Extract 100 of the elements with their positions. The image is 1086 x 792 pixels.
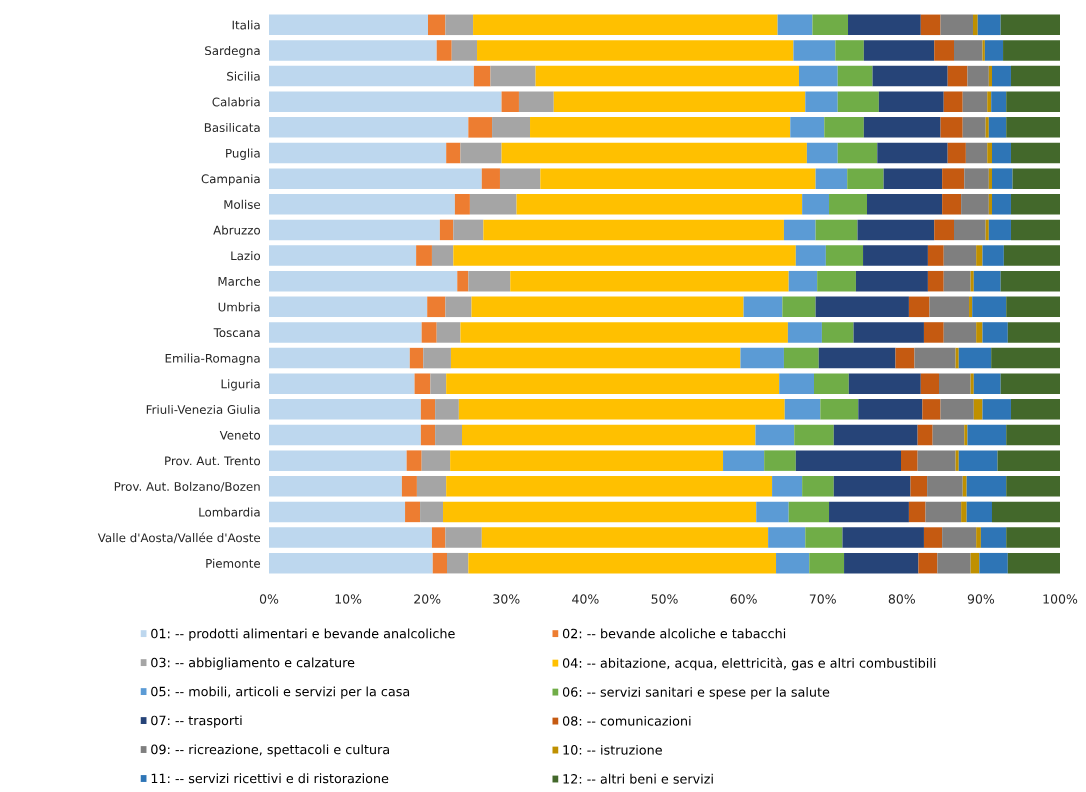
bar <box>453 245 796 266</box>
y-tick-label: Emilia-Romagna <box>165 353 260 366</box>
bar <box>446 476 773 497</box>
x-tick-label: 20% <box>414 594 441 604</box>
bar <box>977 14 1001 36</box>
bar <box>1010 194 1060 215</box>
bar <box>776 552 810 574</box>
bar <box>814 373 849 394</box>
bar <box>432 552 447 574</box>
legend-label: 09: -- ricreazione, spettacoli e cultura <box>151 744 389 757</box>
bar <box>817 270 856 292</box>
bar <box>988 168 992 189</box>
bar <box>943 245 977 266</box>
bar <box>932 424 965 446</box>
bar <box>435 399 459 420</box>
bar <box>958 347 992 369</box>
bar <box>794 424 834 446</box>
bar <box>481 527 769 548</box>
bar <box>973 270 1001 292</box>
bar <box>847 168 884 189</box>
bar <box>970 373 974 394</box>
bar <box>269 117 469 138</box>
bar <box>510 270 789 292</box>
x-tick-label: 60% <box>730 594 757 604</box>
bar <box>468 552 777 574</box>
y-tick-label: Lombardia <box>199 507 260 517</box>
bar <box>779 373 814 394</box>
bar <box>481 168 500 189</box>
bar <box>499 168 541 189</box>
bar <box>401 476 417 497</box>
bar <box>982 322 1008 343</box>
bar <box>824 117 864 138</box>
bar <box>942 168 965 189</box>
bar <box>914 347 956 369</box>
y-tick-label: Prov. Aut. Bolzano/Bozen <box>114 481 260 492</box>
bar <box>1010 399 1060 420</box>
bar <box>987 142 992 164</box>
bar <box>416 245 432 266</box>
bar <box>962 117 986 138</box>
bar <box>269 14 428 36</box>
bar <box>987 91 992 112</box>
bar <box>795 450 902 471</box>
legend-label: 11: -- servizi ricettivi e di ristorazione <box>151 773 389 784</box>
bar <box>269 450 407 471</box>
bar <box>821 322 854 343</box>
bar <box>858 399 923 420</box>
bar <box>788 501 830 523</box>
bar <box>942 527 977 548</box>
bar <box>863 40 935 61</box>
bar <box>961 501 967 523</box>
bar <box>982 245 1004 266</box>
bar <box>477 40 794 61</box>
bar <box>458 399 785 420</box>
bar <box>772 476 803 497</box>
bar <box>1010 65 1060 87</box>
bar <box>988 219 1011 241</box>
bar <box>809 552 845 574</box>
y-tick-label: Puglia <box>226 148 260 160</box>
bar <box>967 65 989 87</box>
bar <box>460 322 788 343</box>
bar <box>457 270 469 292</box>
bar <box>269 501 406 523</box>
bar <box>492 117 531 138</box>
bar <box>863 117 941 138</box>
bar <box>943 270 971 292</box>
bar <box>414 373 431 394</box>
y-tick-label: Marche <box>218 276 261 286</box>
bar <box>756 501 789 523</box>
x-tick-label: 70% <box>809 594 836 604</box>
bar <box>269 270 458 292</box>
x-tick-label: 80% <box>888 594 915 604</box>
bar <box>985 117 989 138</box>
y-tick-label: Valle d'Aosta/Vallée d'Aoste <box>97 532 261 544</box>
bar <box>421 450 451 471</box>
bar <box>965 142 988 164</box>
bar <box>1006 476 1060 497</box>
bar <box>837 142 878 164</box>
bar <box>940 117 963 138</box>
bar <box>991 168 1013 189</box>
bar <box>783 347 819 369</box>
bar <box>1006 296 1060 318</box>
bar <box>954 40 983 61</box>
bar <box>793 40 836 61</box>
bar <box>955 450 959 471</box>
bar <box>530 117 791 138</box>
bar <box>806 142 838 164</box>
bar <box>917 424 933 446</box>
bar <box>501 91 519 112</box>
legend-label: 12: -- altri beni e servizi <box>563 773 713 784</box>
legend-label: 08: -- comunicazioni <box>562 715 691 726</box>
bar <box>958 450 998 471</box>
bar <box>790 117 825 138</box>
bar <box>938 373 971 394</box>
bar <box>964 424 968 446</box>
bar <box>1006 527 1060 548</box>
bar <box>967 424 1007 446</box>
bar <box>883 168 943 189</box>
bar <box>901 450 918 471</box>
bar <box>782 296 816 318</box>
y-tick-label: Liguria <box>221 379 260 391</box>
